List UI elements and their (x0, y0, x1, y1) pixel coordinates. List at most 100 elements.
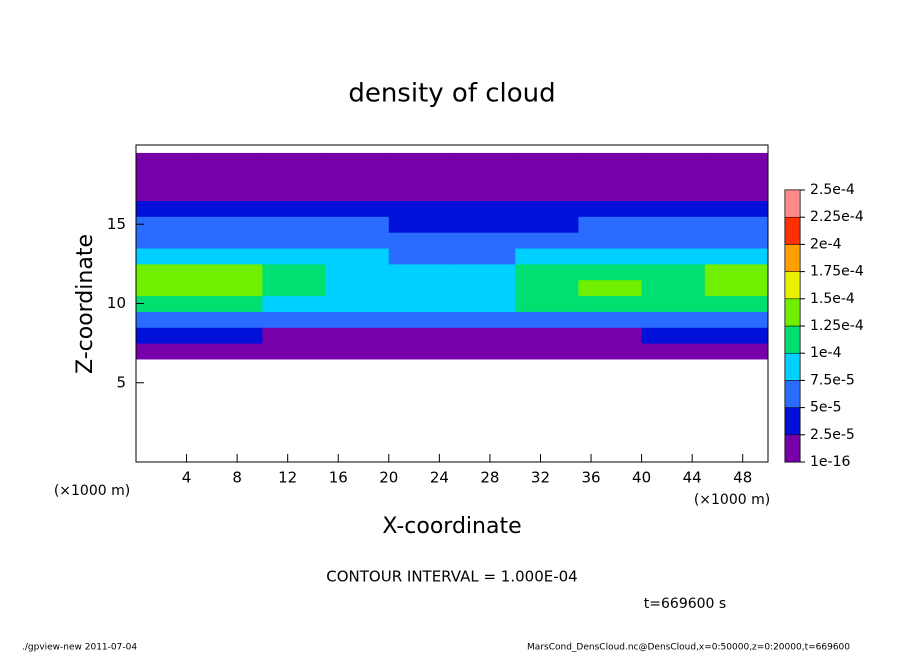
density-cell (325, 200, 390, 217)
density-cell (578, 263, 643, 281)
density-cell (262, 232, 327, 249)
density-cell (199, 263, 263, 281)
x-tick-label: 48 (733, 469, 752, 487)
density-cell (136, 216, 200, 233)
density-cell (199, 311, 263, 328)
x-tick-label: 28 (480, 469, 499, 487)
density-cell (641, 248, 706, 265)
density-cell (136, 343, 200, 360)
footer-right: MarsCond_DensCloud.nc@DensCloud,x=0:5000… (527, 643, 850, 653)
density-cell (325, 152, 390, 170)
density-cell (262, 279, 327, 297)
density-cell (452, 263, 516, 281)
density-cell (199, 232, 263, 249)
y-tick-label: 10 (107, 294, 126, 312)
density-cell (388, 200, 453, 217)
density-cell (515, 248, 579, 265)
density-cell (388, 216, 453, 233)
colorbar-band (784, 298, 801, 327)
density-cell (704, 152, 769, 170)
density-cell (641, 184, 706, 201)
density-cell (325, 311, 390, 328)
density-cell (704, 295, 769, 312)
density-cell (704, 343, 769, 360)
density-cell (641, 327, 706, 344)
density-cell (515, 343, 579, 360)
density-cell (704, 311, 769, 328)
density-cell (578, 200, 643, 217)
density-cell (325, 295, 390, 312)
density-cell (704, 232, 769, 249)
density-cell (641, 343, 706, 360)
density-cell (452, 248, 516, 265)
density-cell (136, 232, 200, 249)
density-cell (325, 279, 390, 297)
density-cell (136, 263, 200, 281)
density-cell (325, 248, 390, 265)
y-tick-label: 15 (107, 215, 126, 233)
density-cell (515, 327, 579, 344)
colorbar-label: 1.5e-4 (810, 291, 855, 307)
density-cell (388, 295, 453, 312)
density-cell (136, 152, 200, 170)
density-cell (704, 327, 769, 344)
density-cell (515, 152, 579, 170)
density-cell (262, 152, 327, 170)
density-cell (136, 248, 200, 265)
density-cell (515, 311, 579, 328)
density-cell (136, 184, 200, 201)
density-cell (388, 279, 453, 297)
x-tick-label: 20 (379, 469, 398, 487)
x-tick-label: 12 (278, 469, 297, 487)
x-tick-label: 4 (182, 469, 192, 487)
density-cell (578, 343, 643, 360)
x-tick-label: 24 (430, 469, 449, 487)
x-unit-label: (×1000 m) (54, 483, 130, 499)
density-cell (452, 232, 516, 249)
colorbar-band (784, 325, 801, 354)
density-cell (262, 295, 327, 312)
density-cell (515, 216, 579, 233)
density-cell (325, 343, 390, 360)
colorbar-label: 2e-4 (810, 236, 842, 252)
density-cell (578, 184, 643, 201)
density-cell (578, 311, 643, 328)
density-cell (578, 168, 643, 186)
density-cell (136, 295, 200, 312)
colorbar-label: 1e-16 (810, 454, 850, 470)
colorbar-band (784, 271, 801, 300)
density-cell (325, 168, 390, 186)
density-cell (515, 279, 579, 297)
density-cell (262, 216, 327, 233)
density-cell (136, 327, 200, 344)
density-cell (515, 184, 579, 201)
colorbar-label: 5e-5 (810, 400, 841, 416)
density-cell (641, 168, 706, 186)
density-cell (641, 200, 706, 217)
density-cell (388, 327, 453, 344)
density-cell (578, 279, 643, 297)
density-cell (388, 232, 453, 249)
colorbar-label: 2.5e-4 (810, 182, 855, 198)
colorbar-label: 1.25e-4 (810, 318, 864, 334)
x-tick-label: 8 (232, 469, 242, 487)
density-cell (704, 168, 769, 186)
density-cell (388, 311, 453, 328)
x-unit-label: (×1000 m) (694, 492, 770, 508)
density-cell (641, 152, 706, 170)
colorbar-label: 2.5e-5 (810, 427, 855, 443)
density-cell (515, 168, 579, 186)
density-cell (136, 311, 200, 328)
density-cell (325, 184, 390, 201)
density-cell (262, 263, 327, 281)
density-cell (515, 232, 579, 249)
x-tick-label: 36 (581, 469, 600, 487)
density-cell (136, 200, 200, 217)
footer-left: ./gpview-new 2011-07-04 (22, 643, 137, 653)
density-cell (388, 248, 453, 265)
density-cell (452, 327, 516, 344)
density-cell (199, 327, 263, 344)
density-cell (199, 216, 263, 233)
density-cell (452, 152, 516, 170)
density-cell (262, 311, 327, 328)
